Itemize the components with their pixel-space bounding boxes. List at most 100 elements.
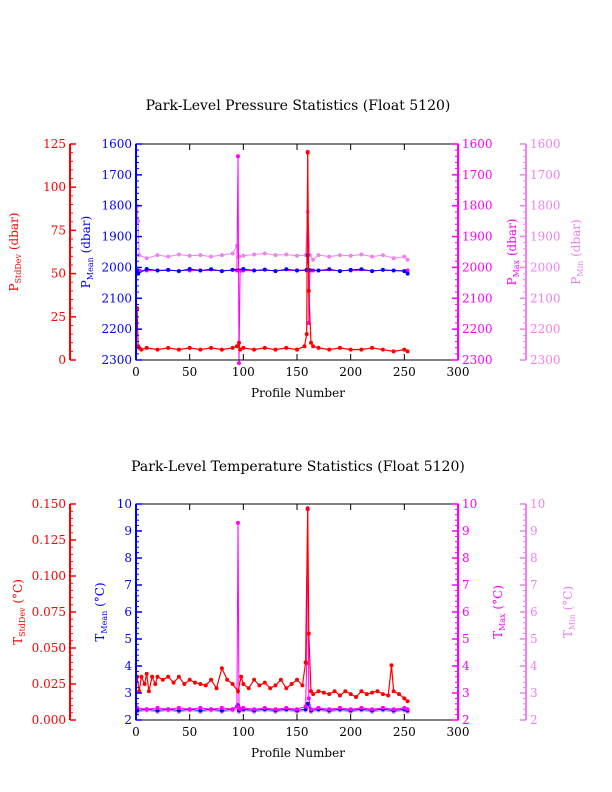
pressure-stddev-tick-label: 100: [43, 180, 66, 194]
pressure-mean-axis: 1600 1700 1800 1900 2000 2100 2200 2300: [101, 137, 142, 367]
pressure-mean-tick-label: 2200: [101, 322, 132, 336]
pressure-min-point: [402, 254, 407, 259]
temperature-stddev-point: [241, 682, 246, 686]
pressure-min-tick-label: 1600: [530, 137, 561, 151]
temperature-x-tick-label: 150: [286, 725, 309, 739]
pressure-min-axis-label: PMin (dbar): [569, 219, 585, 284]
temperature-max-point: [176, 705, 181, 710]
pressure-min-point: [359, 252, 364, 257]
pressure-max-axis: 1600 1700 1800 1900 2000 2100 2200 2300: [452, 137, 493, 367]
pressure-stddev-point: [306, 288, 311, 293]
pressure-stddev-point: [237, 340, 241, 345]
pressure-min-label-unit: (dbar): [569, 219, 583, 260]
temperature-max-point: [187, 707, 192, 712]
pressure-stddev-label-main: P: [7, 283, 21, 291]
pressure-stddev-series-line: [136, 152, 408, 353]
pressure-stddev-point: [262, 345, 267, 350]
temperature-max-point: [238, 707, 243, 712]
temperature-max-point: [303, 704, 308, 709]
temperature-max-point: [359, 705, 364, 710]
temperature-max-tick-label: 7: [462, 578, 470, 592]
pressure-stddev-point: [327, 347, 332, 352]
pressure-x-axis-label: Profile Number: [251, 386, 345, 400]
temperature-stddev-point: [380, 692, 385, 697]
temperature-max-point: [166, 707, 171, 712]
temperature-plot-frame: [135, 503, 459, 721]
pressure-stddev-point: [176, 347, 181, 352]
temperature-stddev-axis-label: TStdDev (°C): [11, 579, 27, 645]
pressure-min-tick-label: 1800: [530, 199, 561, 213]
pressure-min-point: [337, 253, 342, 258]
pressure-min-tick-label: 1700: [530, 168, 561, 182]
temperature-stddev-point: [343, 689, 348, 694]
pressure-min-point: [405, 257, 410, 262]
pressure-stddev-tick-label: 125: [43, 137, 66, 151]
pressure-stddev-point: [241, 345, 246, 350]
pressure-min-point: [166, 254, 171, 259]
pressure-max-label-unit: (dbar): [505, 219, 519, 260]
pressure-min-point: [348, 253, 353, 258]
pressure-min-point: [187, 253, 192, 258]
pressure-x-tick-label: 0: [132, 365, 140, 379]
temperature-min-tick-label: 9: [530, 524, 538, 538]
temperature-stddev-point: [405, 699, 410, 704]
temperature-stddev-point: [305, 506, 310, 511]
pressure-stddev-point: [309, 340, 313, 345]
pressure-max-point: [405, 268, 410, 273]
temperature-x-tick-label: 300: [447, 725, 470, 739]
pressure-mean-point: [219, 269, 224, 274]
temperature-max-point: [391, 707, 396, 712]
temperature-max-label-sub: Max: [498, 613, 507, 631]
temperature-max-tick-label: 10: [462, 497, 477, 511]
temperature-mean-axis-label: TMean (°C): [93, 582, 109, 641]
pressure-stddev-point: [234, 344, 239, 349]
temperature-series-group: [135, 506, 410, 714]
temperature-max-series-line: [137, 509, 408, 710]
temperature-stddev-point: [257, 683, 262, 688]
temperature-max-label-unit: (°C): [491, 585, 505, 613]
pressure-max-series-line: [136, 151, 408, 364]
pressure-stddev-label-sub: StdDev: [14, 253, 23, 283]
temperature-stddev-point: [359, 689, 364, 694]
temperature-max-axis: 2 3 4 5 6 7 8 9 10: [452, 497, 477, 727]
temperature-mean-tick-label: 6: [124, 605, 132, 619]
temperature-x-tick-label: 200: [339, 725, 362, 739]
temperature-stddev-point: [332, 689, 337, 694]
pressure-min-point: [380, 253, 385, 258]
pressure-mean-label-sub: Mean: [86, 257, 95, 280]
pressure-stddev-label-unit: (dbar): [7, 213, 21, 254]
temperature-min-tick-label: 10: [530, 497, 545, 511]
pressure-mean-point: [337, 269, 342, 274]
pressure-stddev-axis: 0 25 50 75 100 125: [43, 137, 76, 367]
pressure-min-point: [262, 251, 267, 256]
temperature-stddev-point: [327, 692, 332, 697]
pressure-min-label-main: P: [569, 277, 583, 285]
temperature-stddev-point: [193, 680, 197, 685]
pressure-min-point: [241, 253, 246, 258]
temperature-mean-tick-label: 5: [124, 632, 132, 646]
pressure-max-label-main: P: [505, 277, 519, 285]
temperature-stddev-point: [386, 693, 391, 698]
pressure-mean-point: [176, 269, 181, 274]
pressure-max-point: [236, 154, 240, 159]
temperature-min-label-sub: Min: [568, 614, 577, 630]
pressure-min-point: [136, 219, 141, 224]
temperature-mean-tick-label: 10: [117, 497, 132, 511]
pressure-x-ticks: 0 50 100 150 200 250 300: [132, 144, 469, 379]
temperature-min-tick-label: 5: [530, 632, 538, 646]
temperature-stddev-series-line: [136, 508, 408, 702]
pressure-min-point: [311, 257, 316, 262]
pressure-min-point: [391, 256, 396, 261]
temperature-stddev-label-sub: StdDev: [18, 607, 27, 637]
pressure-stddev-point: [284, 345, 289, 350]
temperature-stddev-point: [239, 674, 244, 679]
temperature-stddev-point: [203, 683, 208, 688]
temperature-stddev-point: [375, 689, 380, 694]
temperature-min-tick-label: 8: [530, 551, 538, 565]
pressure-mean-label-main: P: [79, 280, 93, 288]
temperature-stddev-point: [166, 674, 171, 679]
temperature-max-point: [370, 707, 375, 712]
pressure-mean-point: [327, 267, 332, 272]
pressure-max-tick-label: 2300: [462, 353, 493, 367]
temperature-stddev-point: [144, 671, 149, 676]
